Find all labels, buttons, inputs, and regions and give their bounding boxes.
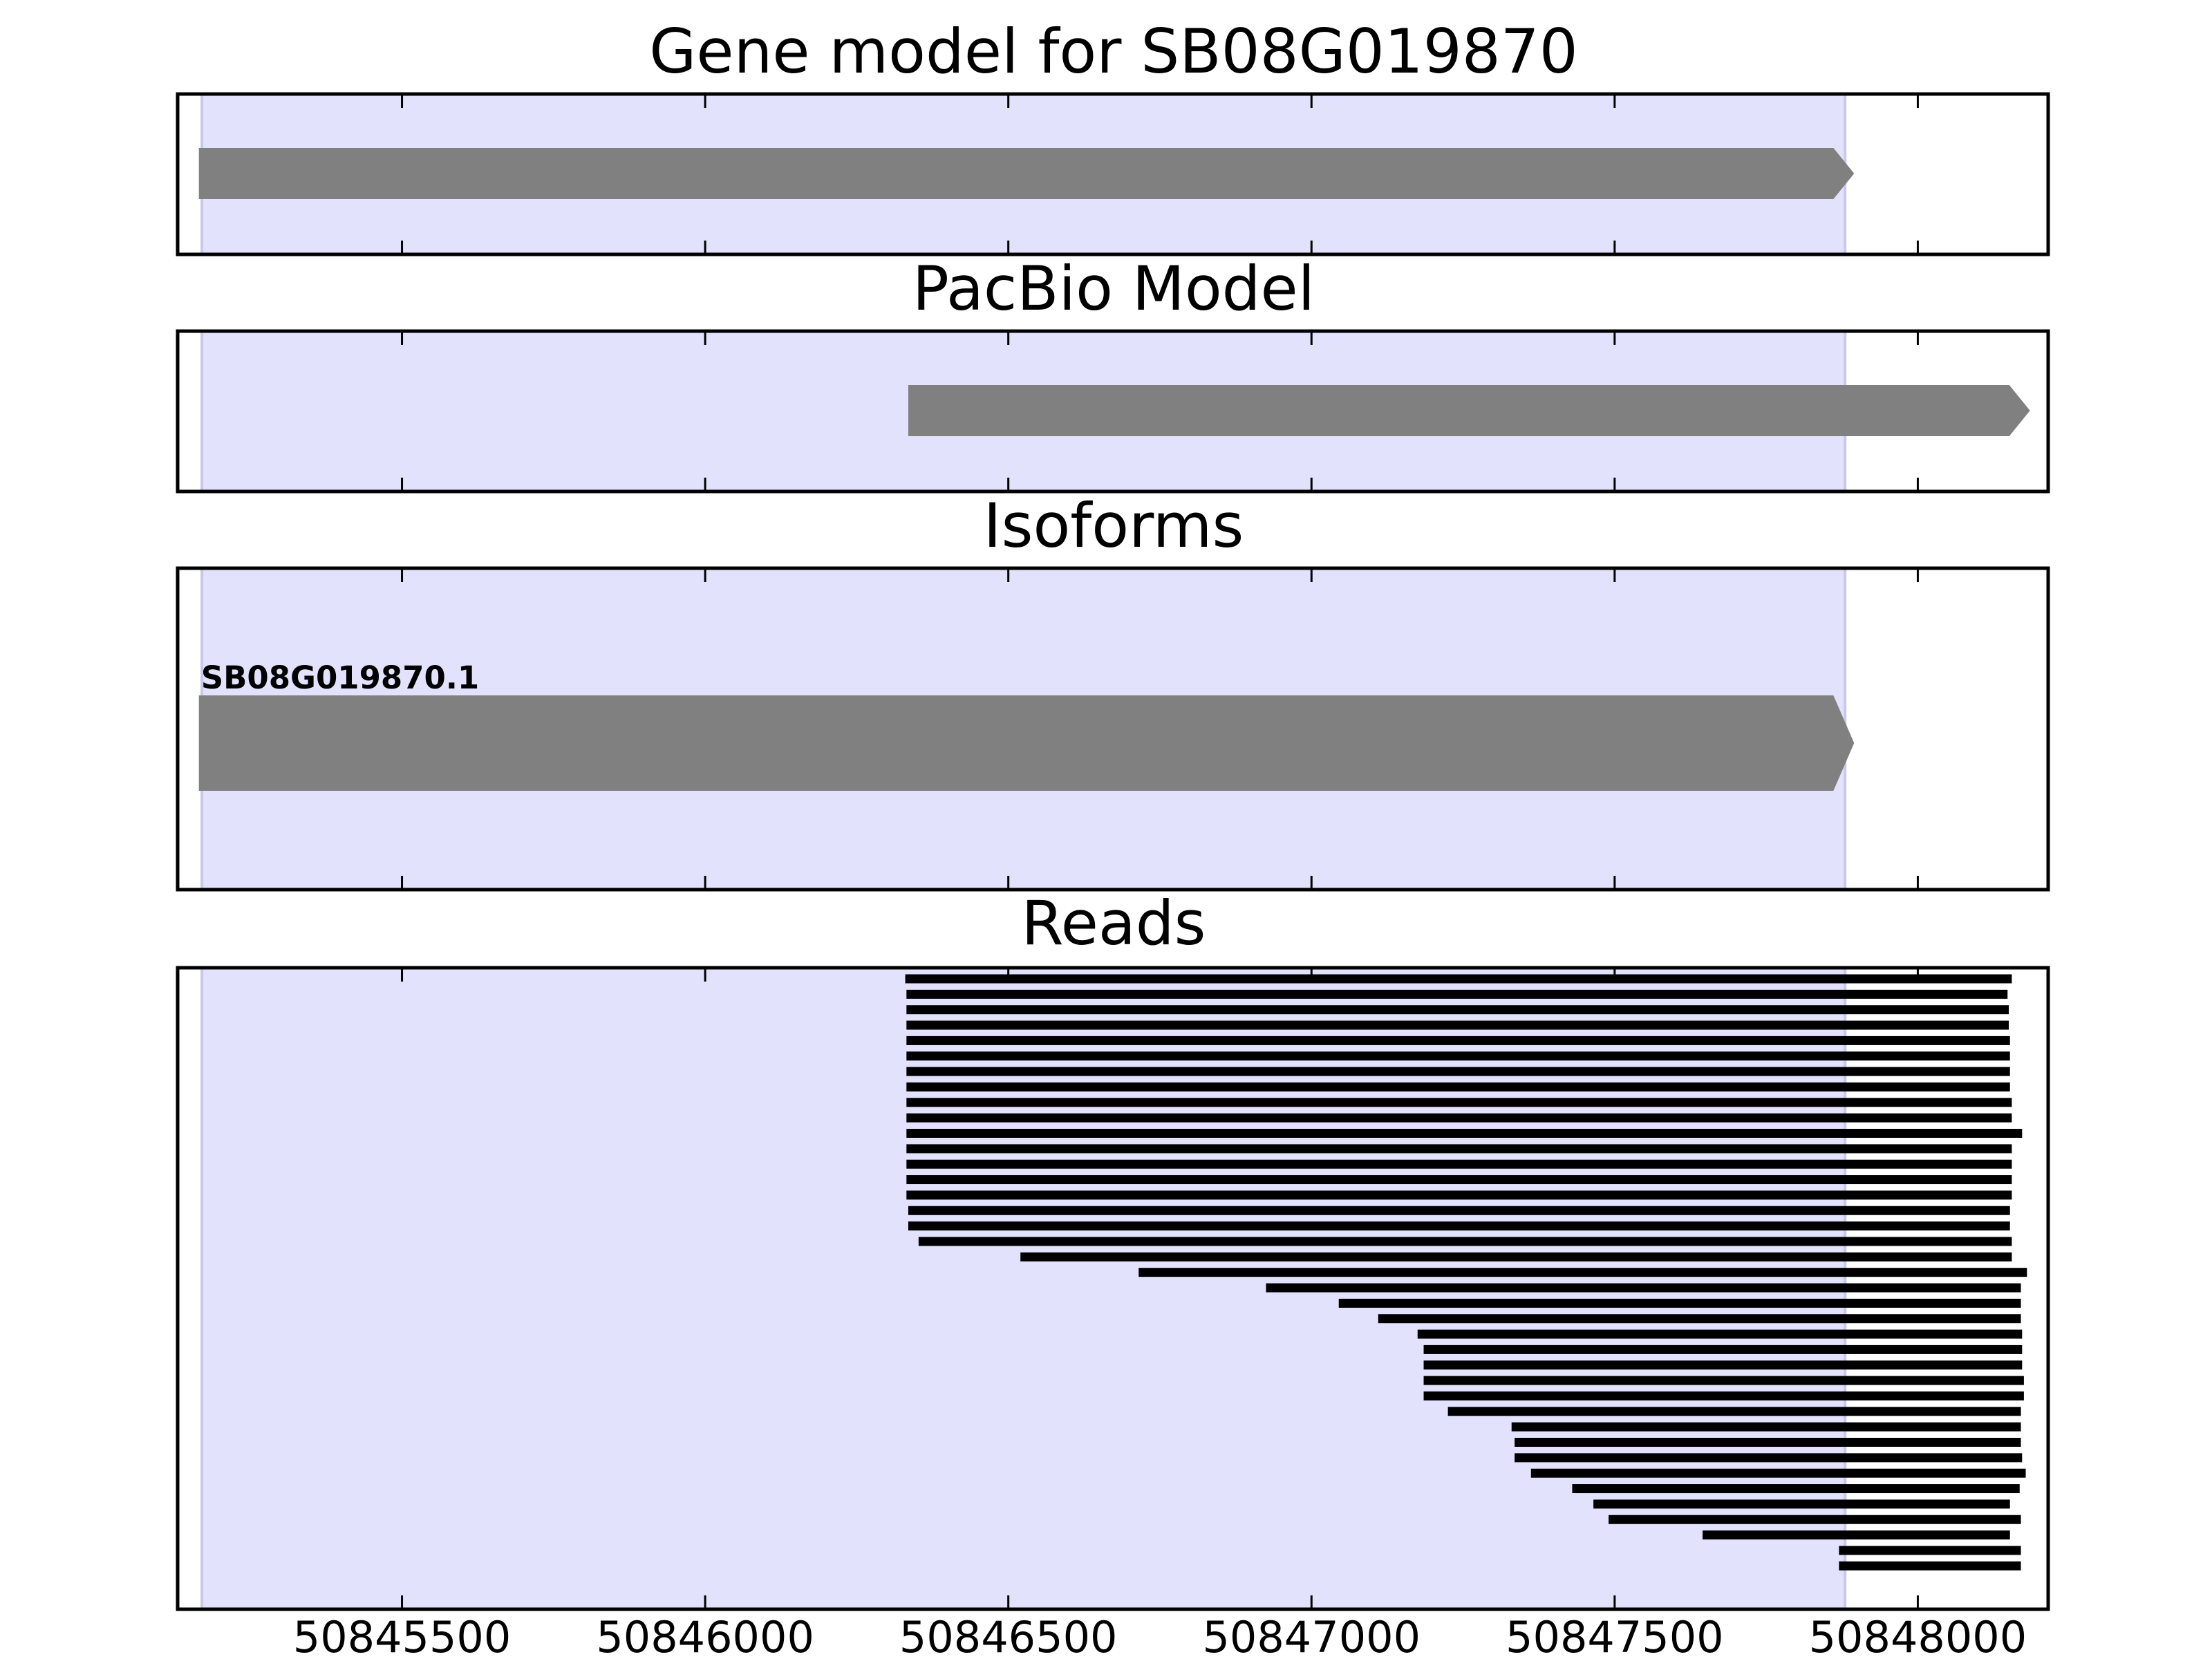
read-bar bbox=[1020, 1252, 2012, 1262]
read-bar bbox=[1138, 1268, 2027, 1277]
x-tick-label: 50845500 bbox=[293, 1612, 512, 1659]
x-tick-label: 50846000 bbox=[596, 1612, 814, 1659]
read-bar bbox=[906, 1035, 2010, 1045]
panels-layer: SB08G019870.1 bbox=[176, 92, 2050, 1611]
feature-arrow-pacbio-model bbox=[908, 385, 2030, 436]
read-bar bbox=[906, 1175, 2012, 1185]
read-bar bbox=[1530, 1468, 2026, 1478]
panel-isoforms: SB08G019870.1 bbox=[176, 566, 2050, 892]
panel-title-isoforms: Isoforms bbox=[984, 490, 1244, 561]
x-tick-label: 50847500 bbox=[1506, 1612, 1724, 1659]
read-bar bbox=[906, 1144, 2012, 1154]
read-bar bbox=[1511, 1422, 2021, 1432]
read-bar bbox=[1423, 1376, 2024, 1385]
panel-gene-model bbox=[176, 92, 2050, 256]
x-tick-label: 50847000 bbox=[1202, 1612, 1421, 1659]
read-bar bbox=[906, 1159, 2012, 1169]
read-bar bbox=[906, 1098, 2012, 1107]
panel-pacbio-model bbox=[176, 329, 2050, 494]
read-bar bbox=[906, 989, 2008, 999]
panel-title-gene-model: Gene model for SB08G019870 bbox=[649, 16, 1578, 87]
read-bar bbox=[1378, 1314, 2021, 1324]
read-bar bbox=[905, 974, 2012, 984]
read-bar bbox=[1703, 1530, 2010, 1540]
panel-frame bbox=[176, 966, 2050, 1611]
x-tick-label: 50846500 bbox=[899, 1612, 1118, 1659]
read-bar bbox=[918, 1237, 2012, 1246]
read-bar bbox=[1515, 1453, 2023, 1463]
read-bar bbox=[1593, 1499, 2010, 1509]
feature-arrow-isoforms bbox=[198, 695, 1855, 791]
panel-title-reads: Reads bbox=[1022, 888, 1206, 959]
read-bar bbox=[906, 1190, 2012, 1200]
feature-arrow-gene-model bbox=[198, 148, 1855, 199]
panel-reads bbox=[176, 966, 2050, 1611]
read-bar bbox=[908, 1221, 2010, 1231]
x-tick-label: 50848000 bbox=[1809, 1612, 2027, 1659]
read-bar bbox=[1266, 1283, 2021, 1293]
read-bar bbox=[906, 1020, 2009, 1030]
titles-layer: Gene model for SB08G019870 PacBio Model … bbox=[649, 16, 1578, 959]
read-bar bbox=[1338, 1298, 2021, 1308]
read-bar bbox=[1839, 1561, 2021, 1571]
read-bar bbox=[1839, 1546, 2021, 1555]
read-bar bbox=[908, 1206, 2010, 1215]
read-bar bbox=[1572, 1484, 2020, 1494]
panel-frame bbox=[176, 566, 2050, 892]
read-bar bbox=[906, 1113, 2012, 1123]
read-bar bbox=[1447, 1407, 2021, 1416]
read-bar bbox=[906, 1067, 2010, 1076]
panel-frame bbox=[176, 92, 2050, 256]
read-bar bbox=[1417, 1329, 2023, 1339]
read-bar bbox=[1423, 1391, 2024, 1400]
read-bar bbox=[906, 1082, 2010, 1091]
isoform-label: SB08G019870.1 bbox=[201, 659, 480, 696]
x-tick-labels: 50845500 50846000 50846500 50847000 50847500… bbox=[293, 1612, 2027, 1659]
read-bar bbox=[906, 1005, 2009, 1015]
read-bar bbox=[906, 1051, 2010, 1061]
read-bar bbox=[1423, 1360, 2023, 1370]
panel-frame bbox=[176, 329, 2050, 494]
read-bar bbox=[906, 1129, 2023, 1138]
read-bar bbox=[1515, 1438, 2021, 1447]
read-bar bbox=[1609, 1515, 2021, 1524]
read-bar bbox=[1423, 1344, 2023, 1354]
panel-title-pacbio-model: PacBio Model bbox=[912, 253, 1315, 324]
